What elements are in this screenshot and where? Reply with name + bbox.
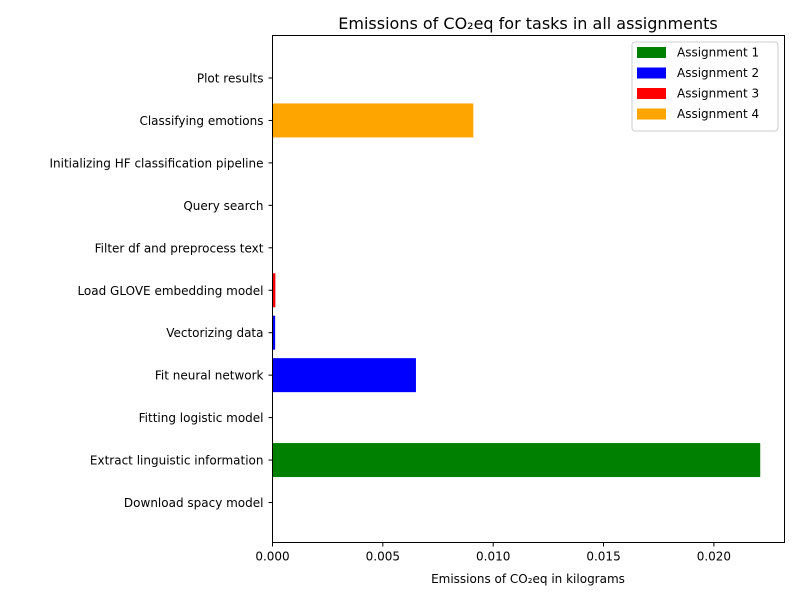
y-tick-label: Initializing HF classification pipeline: [50, 156, 264, 170]
chart-title: Emissions of CO₂eq for tasks in all assi…: [338, 14, 717, 33]
y-tick-label: Classifying emotions: [139, 114, 263, 128]
legend-label: Assignment 2: [677, 66, 759, 80]
legend-swatch: [637, 88, 666, 99]
y-tick-labels: Download spacy model Extract linguistic i…: [50, 72, 273, 510]
legend-swatch: [637, 67, 666, 79]
y-tick-label: Extract linguistic information: [90, 454, 264, 468]
legend-swatch: [637, 47, 666, 58]
y-tick-label: Filter df and preprocess text: [95, 241, 264, 255]
bar-3: [272, 358, 416, 393]
bar-1: [272, 443, 761, 478]
x-tick-label: 0.015: [586, 550, 620, 564]
y-tick-label: Fitting logistic model: [139, 411, 264, 425]
x-axis-label: Emissions of CO₂eq in kilograms: [431, 572, 625, 586]
x-tick-label: 0.000: [255, 550, 289, 564]
legend: Assignment 1 Assignment 2 Assignment 3 Assi…: [631, 41, 779, 132]
legend-swatch: [637, 108, 666, 120]
bar-9: [272, 103, 474, 138]
y-tick-label: Fit neural network: [155, 369, 264, 383]
legend-label: Assignment 4: [677, 107, 759, 121]
plot-frame: [272, 35, 785, 543]
x-tick-label: 0.020: [697, 550, 731, 564]
x-tick-label: 0.010: [476, 550, 510, 564]
y-tick-label: Download spacy model: [124, 496, 264, 510]
bars-group: [272, 103, 761, 478]
y-tick-label: Load GLOVE embedding model: [77, 284, 263, 298]
x-tick-labels: 0.000 0.005 0.010 0.015 0.020: [255, 542, 731, 564]
y-tick-label: Query search: [183, 199, 263, 213]
y-tick-label: Vectorizing data: [166, 326, 263, 340]
bar-4: [272, 315, 276, 350]
y-tick-label: Plot results: [197, 72, 264, 86]
x-tick-label: 0.005: [366, 550, 400, 564]
legend-frame: [631, 41, 779, 132]
bar-5: [272, 273, 276, 308]
legend-label: Assignment 1: [677, 46, 759, 60]
legend-label: Assignment 3: [677, 87, 759, 101]
